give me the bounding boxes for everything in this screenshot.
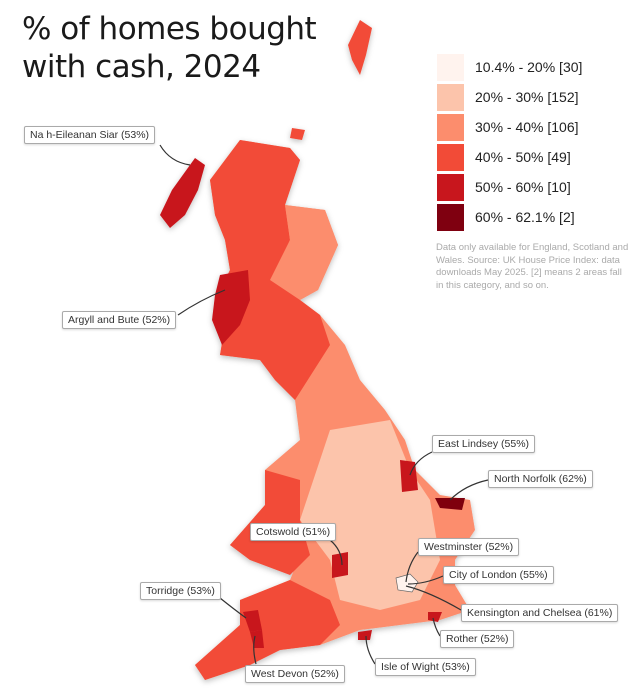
- legend-label: 60% - 62.1% [2]: [475, 209, 575, 225]
- callout-isle-of-wight: Isle of Wight (53%): [375, 658, 476, 676]
- scotland-region: [210, 140, 330, 400]
- shetland: [348, 20, 372, 75]
- source-note: Data only available for England, Scotlan…: [436, 242, 629, 291]
- isle-of-wight: [358, 630, 372, 640]
- legend-label: 40% - 50% [49]: [475, 149, 571, 165]
- callout-leader-lines: [159, 144, 489, 665]
- cotswold-area: [332, 552, 348, 578]
- legend-label: 10.4% - 20% [30]: [475, 59, 583, 75]
- callout-westminster: Westminster (52%): [418, 538, 520, 556]
- argyll-and-bute-area: [212, 270, 250, 345]
- legend-item: 50% - 60% [10]: [437, 172, 582, 202]
- wales-region: [230, 470, 310, 575]
- callout-east-lindsey: East Lindsey (55%): [432, 435, 536, 453]
- legend-swatch: [437, 83, 464, 111]
- callout-torridge: Torridge (53%): [140, 582, 221, 600]
- outer-hebrides: [160, 158, 205, 228]
- legend-item: 30% - 40% [106]: [437, 112, 582, 142]
- callout-cotswold: Cotswold (51%): [250, 523, 337, 541]
- legend-swatch: [437, 173, 464, 201]
- callout-argyll-and-bute: Argyll and Bute (52%): [62, 311, 177, 329]
- callout-west-devon: West Devon (52%): [245, 665, 345, 683]
- legend-swatch: [437, 113, 464, 141]
- map-title: % of homes bought with cash, 2024: [22, 11, 317, 85]
- rother-area: [428, 612, 442, 622]
- aberdeenshire-region: [275, 205, 338, 300]
- orkney: [290, 128, 305, 140]
- south-west-region: [195, 580, 340, 680]
- legend-item: 40% - 50% [49]: [437, 142, 582, 172]
- legend-item: 20% - 30% [152]: [437, 82, 582, 112]
- callout-kensington-and-chelsea: Kensington and Chelsea (61%): [461, 604, 619, 622]
- legend-item: 60% - 62.1% [2]: [437, 202, 582, 232]
- legend-swatch: [437, 203, 464, 231]
- legend-item: 10.4% - 20% [30]: [437, 52, 582, 82]
- legend: 10.4% - 20% [30] 20% - 30% [152] 30% - 4…: [437, 52, 582, 232]
- torridge-area: [243, 610, 262, 632]
- callout-na-h-eileanan-siar: Na h-Eileanan Siar (53%): [24, 126, 156, 144]
- legend-swatch: [437, 143, 464, 171]
- north-norfolk-area: [435, 498, 465, 510]
- legend-label: 20% - 30% [152]: [475, 89, 579, 105]
- legend-swatch: [437, 53, 464, 81]
- legend-label: 50% - 60% [10]: [475, 179, 571, 195]
- callout-rother: Rother (52%): [440, 630, 515, 648]
- legend-label: 30% - 40% [106]: [475, 119, 579, 135]
- callout-north-norfolk: North Norfolk (62%): [488, 470, 593, 488]
- callout-city-of-london: City of London (55%): [443, 566, 554, 584]
